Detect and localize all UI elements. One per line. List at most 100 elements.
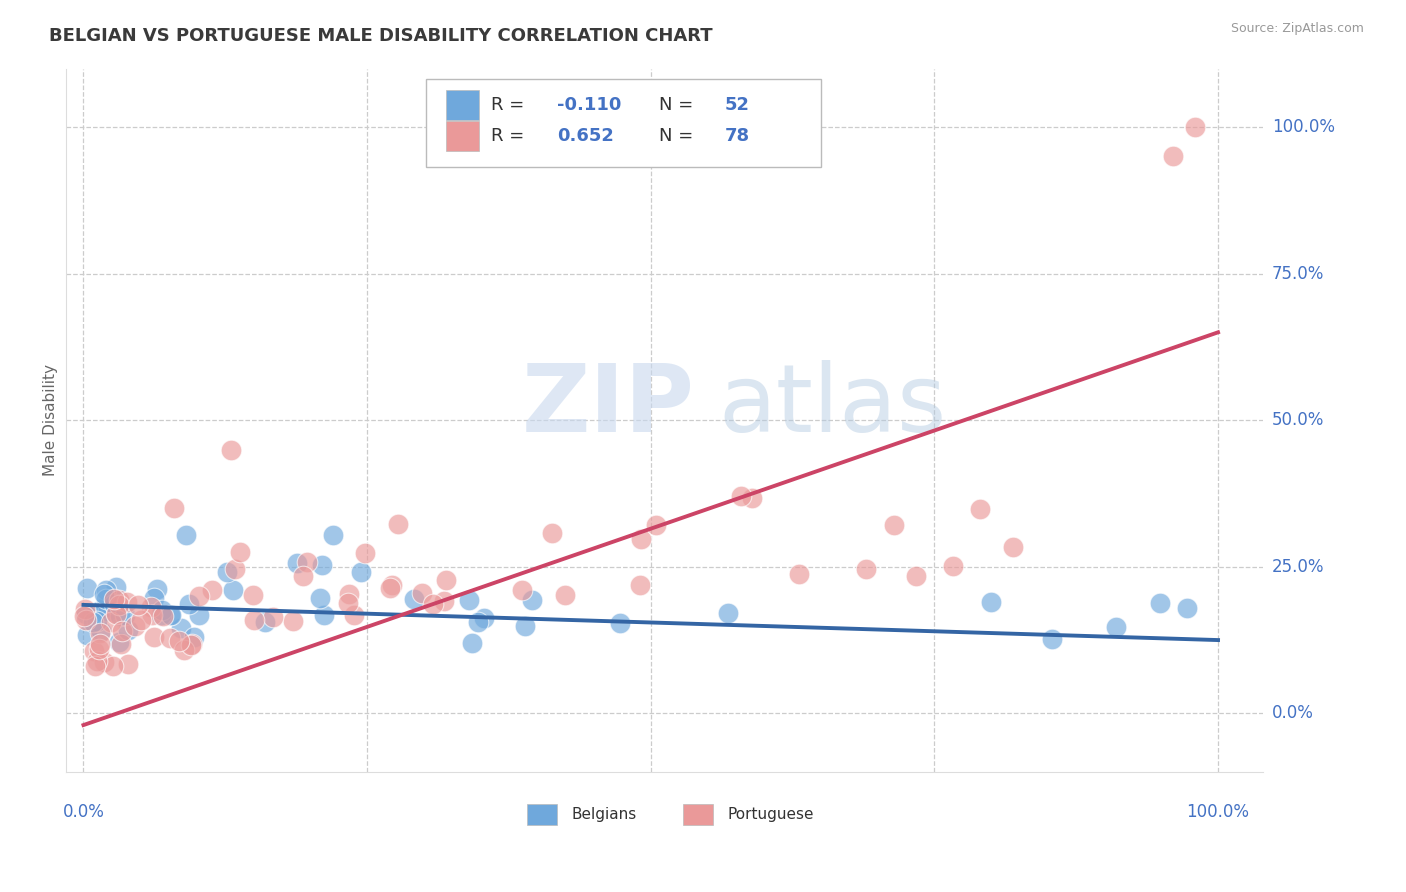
Point <box>180 638 202 652</box>
Point <box>89 642 111 657</box>
Point <box>117 623 139 637</box>
Point <box>187 608 209 623</box>
Point <box>1161 149 1184 163</box>
Point <box>84 605 107 619</box>
Y-axis label: Male Disability: Male Disability <box>44 364 58 476</box>
Point <box>100 615 122 629</box>
Point <box>855 562 877 576</box>
Bar <box>683 804 713 825</box>
Point <box>217 565 239 579</box>
Point <box>76 582 98 596</box>
Point <box>108 608 131 623</box>
Point <box>111 624 134 638</box>
Point <box>105 580 128 594</box>
Point <box>131 613 153 627</box>
Point <box>510 582 533 597</box>
Point <box>461 636 484 650</box>
Point <box>141 607 163 622</box>
Text: 0.0%: 0.0% <box>62 803 104 821</box>
Point <box>229 545 252 559</box>
Point <box>730 489 752 503</box>
Point <box>105 607 128 621</box>
Point <box>152 608 174 623</box>
Text: Belgians: Belgians <box>572 806 637 822</box>
Point <box>159 607 181 622</box>
Point <box>387 516 409 531</box>
Point <box>522 593 544 607</box>
Point <box>90 624 112 638</box>
Text: R =: R = <box>491 96 530 114</box>
Point <box>84 659 107 673</box>
Point <box>170 621 193 635</box>
Text: 50.0%: 50.0% <box>1272 411 1324 429</box>
Text: 75.0%: 75.0% <box>1272 265 1324 283</box>
Text: 100.0%: 100.0% <box>1272 118 1334 136</box>
Point <box>337 596 360 610</box>
Text: 25.0%: 25.0% <box>1272 558 1324 576</box>
Point <box>181 637 204 651</box>
Point <box>411 585 433 599</box>
Point <box>609 616 631 631</box>
Text: R =: R = <box>491 127 530 145</box>
Point <box>434 573 457 587</box>
Point <box>107 598 129 612</box>
Point <box>73 609 96 624</box>
Point <box>717 606 740 620</box>
Point <box>337 587 360 601</box>
Point <box>222 582 245 597</box>
Point <box>741 491 763 506</box>
Point <box>311 558 333 572</box>
Text: 0.652: 0.652 <box>557 127 614 145</box>
Point <box>458 593 481 607</box>
Point <box>159 631 181 645</box>
Point <box>174 527 197 541</box>
Point <box>969 502 991 516</box>
Text: 52: 52 <box>724 96 749 114</box>
Point <box>107 592 129 607</box>
Point <box>143 631 166 645</box>
Point <box>127 598 149 612</box>
Point <box>93 587 115 601</box>
Point <box>243 613 266 627</box>
Point <box>219 442 242 457</box>
Point <box>117 595 139 609</box>
Point <box>117 657 139 672</box>
Point <box>163 501 186 516</box>
Text: ZIP: ZIP <box>522 360 695 452</box>
Point <box>283 614 305 628</box>
Point <box>82 615 104 629</box>
Point <box>540 526 562 541</box>
Point <box>322 527 344 541</box>
Bar <box>446 90 479 120</box>
FancyBboxPatch shape <box>426 79 821 167</box>
Text: 0.0%: 0.0% <box>1272 705 1313 723</box>
Point <box>905 569 928 583</box>
Point <box>941 559 963 574</box>
Point <box>354 545 377 559</box>
Point <box>124 619 146 633</box>
Bar <box>527 804 557 825</box>
Point <box>101 658 124 673</box>
Point <box>513 618 536 632</box>
Point <box>89 625 111 640</box>
Point <box>97 604 120 618</box>
Point <box>89 637 111 651</box>
Bar <box>446 121 479 151</box>
Point <box>422 598 444 612</box>
Point <box>86 614 108 628</box>
Point <box>96 592 118 607</box>
Text: N =: N = <box>659 96 699 114</box>
Point <box>110 637 132 651</box>
Point <box>883 517 905 532</box>
Point <box>73 602 96 616</box>
Point <box>380 581 402 595</box>
Point <box>314 607 336 622</box>
Text: BELGIAN VS PORTUGUESE MALE DISABILITY CORRELATION CHART: BELGIAN VS PORTUGUESE MALE DISABILITY CO… <box>49 27 713 45</box>
Point <box>1175 601 1198 615</box>
Point <box>1040 632 1063 646</box>
Point <box>1149 596 1171 610</box>
Point <box>76 628 98 642</box>
Point <box>103 592 125 607</box>
Point <box>201 582 224 597</box>
Point <box>114 607 136 622</box>
